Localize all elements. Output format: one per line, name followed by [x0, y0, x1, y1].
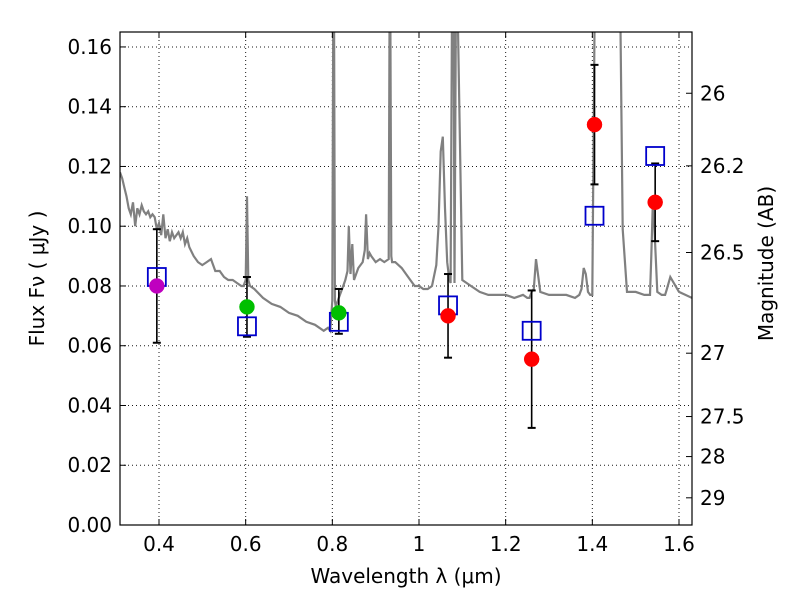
magnitude-tick-label: 26.2 — [700, 154, 745, 178]
marker-layer — [146, 116, 666, 367]
x-tick-label: 1.2 — [490, 532, 522, 556]
x-tick-label: 1 — [413, 532, 426, 556]
magnitude-tick-label: 27.5 — [700, 405, 745, 429]
y-tick-label: 0.08 — [67, 274, 112, 298]
label-layer: Wavelength λ (μm) Flux Fν ( μJy ) Magnit… — [25, 186, 778, 588]
model-photometry-square — [521, 320, 542, 341]
y-tick-label: 0.14 — [67, 95, 112, 119]
observed-photometry-point — [239, 299, 255, 315]
y-tick-label: 0.04 — [67, 393, 112, 417]
x-tick-label: 1.4 — [576, 532, 608, 556]
y-tick-label: 0.00 — [67, 513, 112, 537]
magnitude-tick-label: 29 — [700, 486, 725, 510]
y-tick-label: 0.06 — [67, 334, 112, 358]
tick-layer: 0.4 0.6 0.8 1 1.2 1.4 1.6 0.00 0.02 0.04 0.06 0.08 0… — [67, 32, 745, 556]
model-photometry-square — [237, 316, 257, 337]
y-tick-label: 0.10 — [67, 214, 112, 238]
x-tick-label: 0.8 — [316, 532, 348, 556]
magnitude-tick-label: 28 — [700, 445, 725, 469]
errorbar-layer — [152, 63, 660, 429]
magnitude-tick-label: 26 — [700, 81, 725, 105]
magnitude-tick-label: 27 — [700, 341, 725, 365]
y-tick-label: 0.02 — [67, 453, 112, 477]
y-axis-label-right: Magnitude (AB) — [754, 186, 778, 341]
spectrum-layer — [120, 32, 692, 334]
x-tick-label: 0.4 — [143, 532, 175, 556]
observed-photometry-point — [586, 116, 603, 133]
x-axis-label: Wavelength λ (μm) — [310, 564, 501, 588]
model-photometry-square — [645, 146, 666, 166]
y-tick-label: 0.16 — [67, 35, 112, 59]
y-axis-label-left: Flux Fν ( μJy ) — [25, 211, 49, 347]
magnitude-tick-label: 26.5 — [700, 241, 745, 265]
observed-photometry-point — [647, 194, 663, 211]
observed-photometry-point — [440, 308, 456, 324]
observed-photometry-point — [331, 305, 347, 321]
y-tick-label: 0.12 — [67, 154, 112, 178]
x-tick-label: 0.6 — [230, 532, 262, 556]
observed-photometry-point — [523, 351, 540, 367]
grid — [120, 32, 692, 526]
model-spectrum-line — [120, 32, 692, 334]
plot-frame — [119, 31, 693, 526]
model-photometry-square — [584, 205, 605, 226]
observed-photometry-point — [149, 278, 165, 294]
x-tick-label: 1.6 — [663, 532, 695, 556]
